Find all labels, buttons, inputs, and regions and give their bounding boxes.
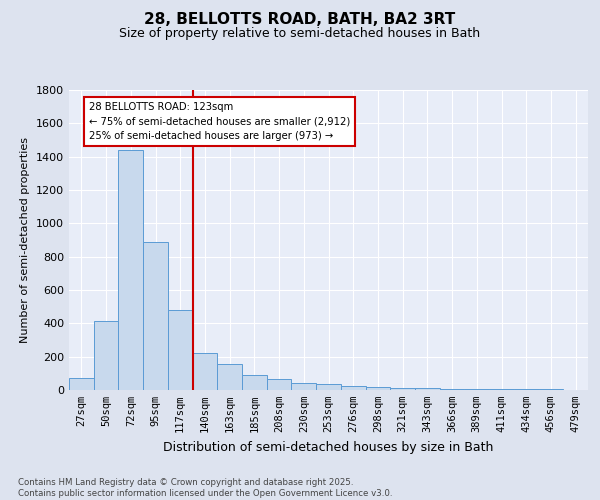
Text: Size of property relative to semi-detached houses in Bath: Size of property relative to semi-detach… <box>119 28 481 40</box>
Text: Contains HM Land Registry data © Crown copyright and database right 2025.
Contai: Contains HM Land Registry data © Crown c… <box>18 478 392 498</box>
Bar <box>217 364 242 390</box>
Bar <box>193 354 217 390</box>
Bar <box>440 388 464 390</box>
Bar <box>316 384 341 390</box>
Bar <box>341 386 365 390</box>
Bar <box>168 310 193 390</box>
Bar <box>242 375 267 390</box>
Bar <box>464 389 489 390</box>
Bar <box>143 242 168 390</box>
Bar <box>390 388 415 390</box>
Y-axis label: Number of semi-detached properties: Number of semi-detached properties <box>20 137 31 343</box>
Text: 28 BELLOTTS ROAD: 123sqm
← 75% of semi-detached houses are smaller (2,912)
25% o: 28 BELLOTTS ROAD: 123sqm ← 75% of semi-d… <box>89 102 350 141</box>
Bar <box>94 321 118 390</box>
Bar <box>69 378 94 390</box>
Bar <box>118 150 143 390</box>
Bar <box>514 389 539 390</box>
Text: 28, BELLOTTS ROAD, BATH, BA2 3RT: 28, BELLOTTS ROAD, BATH, BA2 3RT <box>145 12 455 28</box>
Bar <box>489 389 514 390</box>
Bar <box>365 386 390 390</box>
X-axis label: Distribution of semi-detached houses by size in Bath: Distribution of semi-detached houses by … <box>163 440 494 454</box>
Bar <box>267 379 292 390</box>
Bar <box>415 388 440 390</box>
Bar <box>292 384 316 390</box>
